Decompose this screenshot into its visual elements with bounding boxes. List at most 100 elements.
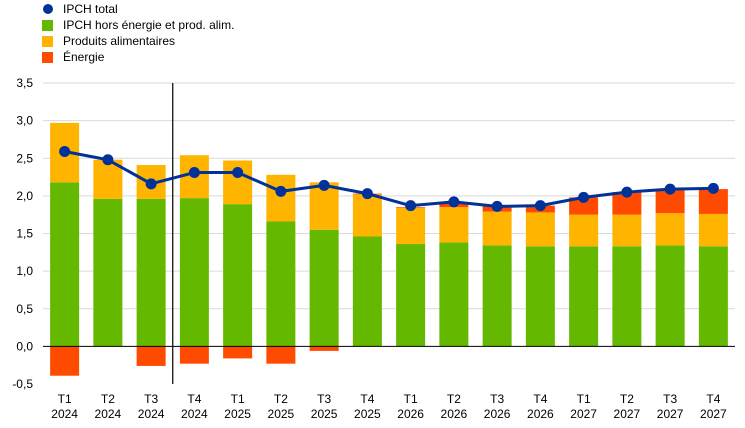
bar-segment xyxy=(93,198,123,347)
y-tick-label: 0,5 xyxy=(16,302,33,316)
x-tick-year: 2024 xyxy=(95,407,122,421)
x-tick-quarter: T2 xyxy=(101,392,115,406)
bar-segment xyxy=(525,212,555,247)
bar-segment xyxy=(482,245,512,347)
total-point xyxy=(534,200,546,212)
total-point xyxy=(102,154,114,166)
legend-swatch xyxy=(42,36,53,47)
x-tick-quarter: T1 xyxy=(577,392,591,406)
y-tick-label: 0,0 xyxy=(16,339,33,353)
x-tick-quarter: T2 xyxy=(447,392,461,406)
x-tick-year: 2025 xyxy=(268,407,295,421)
bar-segment xyxy=(569,246,599,347)
bar-segment xyxy=(655,245,685,347)
bar-segment xyxy=(50,182,80,347)
x-tick-quarter: T1 xyxy=(58,392,72,406)
total-point xyxy=(145,178,157,190)
bar-segment xyxy=(266,221,296,347)
bar-segment xyxy=(50,346,80,376)
x-tick-year: 2026 xyxy=(397,407,424,421)
bar-segment xyxy=(698,213,728,247)
bar-segment xyxy=(396,244,426,347)
total-point xyxy=(448,196,460,208)
y-tick-label: 2,0 xyxy=(16,189,33,203)
total-point xyxy=(664,183,676,195)
bar-segment xyxy=(569,197,599,215)
bar-segment xyxy=(655,213,685,246)
bar-segment xyxy=(223,346,253,359)
legend-label: IPCH hors énergie et prod. alim. xyxy=(63,18,234,32)
legend-label: Énergie xyxy=(63,49,105,64)
total-point xyxy=(318,179,330,191)
x-tick-quarter: T3 xyxy=(144,392,158,406)
bar-segment xyxy=(179,346,209,364)
x-tick-quarter: T2 xyxy=(620,392,634,406)
bar-segment xyxy=(698,246,728,347)
bar-segment xyxy=(179,198,209,347)
x-tick-year: 2026 xyxy=(527,407,554,421)
bar-segment xyxy=(396,207,426,245)
x-tick-year: 2024 xyxy=(181,407,208,421)
total-point xyxy=(405,200,417,212)
bar-segment xyxy=(266,174,296,222)
bar-segment xyxy=(352,236,382,347)
bar-segment xyxy=(309,229,339,347)
x-tick-quarter: T4 xyxy=(360,392,374,406)
x-axis: T12024T22024T32024T42024T12025T22025T320… xyxy=(43,345,735,421)
bar-segment xyxy=(439,242,469,347)
y-tick-label: -0,5 xyxy=(12,377,33,391)
bar-segment xyxy=(266,346,296,364)
bar-segment xyxy=(569,214,599,247)
total-point xyxy=(188,167,200,179)
x-tick-quarter: T3 xyxy=(317,392,331,406)
bar-segment xyxy=(223,204,253,347)
x-tick-quarter: T4 xyxy=(706,392,720,406)
total-point xyxy=(491,200,503,212)
y-tick-label: 3,0 xyxy=(16,114,33,128)
x-tick-year: 2024 xyxy=(138,407,165,421)
legend-swatch xyxy=(42,20,53,31)
bar-segment xyxy=(612,214,642,247)
total-point xyxy=(707,182,719,194)
bar-segment xyxy=(612,246,642,347)
legend-swatch xyxy=(42,52,53,63)
bar-segment xyxy=(136,198,166,347)
bar-segment xyxy=(439,207,469,243)
y-axis: 3,5 3,0 2,5 2,0 1,5 1,0 0,5 0,0 -0,5 xyxy=(12,76,33,391)
x-tick-year: 2027 xyxy=(570,407,597,421)
x-tick-year: 2025 xyxy=(354,407,381,421)
x-tick-quarter: T4 xyxy=(187,392,201,406)
x-tick-quarter: T4 xyxy=(533,392,547,406)
legend-marker-circle xyxy=(43,4,53,14)
bar-segment xyxy=(525,246,555,347)
x-tick-quarter: T1 xyxy=(231,392,245,406)
bar-segment xyxy=(309,346,339,351)
x-tick-year: 2027 xyxy=(614,407,641,421)
total-point xyxy=(578,191,590,203)
total-point xyxy=(59,145,71,157)
y-tick-label: 3,5 xyxy=(16,76,33,90)
total-line-path xyxy=(64,150,714,208)
total-point xyxy=(621,186,633,198)
legend-label: IPCH total xyxy=(63,2,118,16)
x-tick-year: 2026 xyxy=(441,407,468,421)
x-tick-year: 2025 xyxy=(311,407,338,421)
legend-label: Produits alimentaires xyxy=(63,34,175,48)
bar-segment xyxy=(612,192,642,215)
total-point xyxy=(275,185,287,197)
legend: IPCH total IPCH hors énergie et prod. ali… xyxy=(42,2,234,64)
x-tick-year: 2027 xyxy=(700,407,727,421)
y-tick-label: 2,5 xyxy=(16,151,33,165)
bar-segment xyxy=(352,194,382,237)
x-tick-year: 2024 xyxy=(51,407,78,421)
x-tick-year: 2027 xyxy=(657,407,684,421)
bar-segment xyxy=(655,189,685,214)
x-tick-quarter: T3 xyxy=(663,392,677,406)
x-tick-quarter: T3 xyxy=(490,392,504,406)
bar-segment xyxy=(136,346,166,366)
total-line xyxy=(59,145,719,212)
total-point xyxy=(232,167,244,179)
y-tick-label: 1,5 xyxy=(16,227,33,241)
